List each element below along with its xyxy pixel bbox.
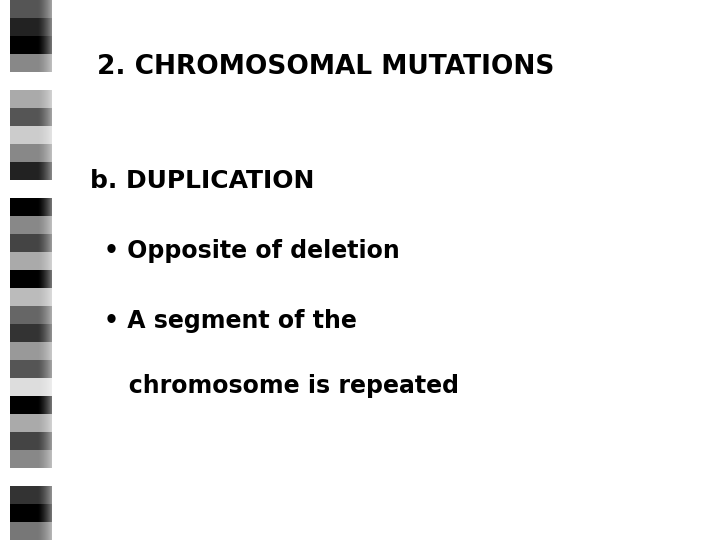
- Bar: [10, 90, 52, 108]
- Bar: [37, 0, 38, 540]
- Bar: [10, 378, 52, 396]
- Text: 2. CHROMOSOMAL MUTATIONS: 2. CHROMOSOMAL MUTATIONS: [97, 55, 554, 80]
- Bar: [10, 162, 52, 180]
- Bar: [50, 0, 51, 540]
- Bar: [10, 360, 52, 378]
- Bar: [42, 0, 43, 540]
- Bar: [10, 36, 52, 54]
- Text: chromosome is repeated: chromosome is repeated: [104, 374, 459, 398]
- Bar: [39, 0, 40, 540]
- Bar: [10, 18, 52, 36]
- Bar: [47, 0, 48, 540]
- Bar: [10, 108, 52, 126]
- Bar: [10, 144, 52, 162]
- Bar: [10, 414, 52, 432]
- Bar: [10, 288, 52, 306]
- Bar: [10, 504, 52, 522]
- Bar: [10, 270, 52, 288]
- Text: • Opposite of deletion: • Opposite of deletion: [104, 239, 400, 263]
- Bar: [51, 0, 52, 540]
- Bar: [45, 0, 46, 540]
- Bar: [10, 180, 52, 198]
- Bar: [10, 252, 52, 270]
- Bar: [10, 324, 52, 342]
- Bar: [49, 0, 50, 540]
- Bar: [10, 342, 52, 360]
- Bar: [10, 72, 52, 90]
- Bar: [46, 0, 47, 540]
- Bar: [43, 0, 44, 540]
- Bar: [10, 522, 52, 540]
- Bar: [10, 0, 52, 18]
- Bar: [10, 198, 52, 216]
- Bar: [10, 450, 52, 468]
- Bar: [40, 0, 41, 540]
- Bar: [10, 468, 52, 486]
- Bar: [10, 306, 52, 324]
- Bar: [10, 396, 52, 414]
- Bar: [10, 432, 52, 450]
- Text: • A segment of the: • A segment of the: [104, 309, 357, 333]
- Bar: [10, 216, 52, 234]
- Bar: [48, 0, 49, 540]
- Bar: [10, 234, 52, 252]
- Bar: [44, 0, 45, 540]
- Bar: [41, 0, 42, 540]
- Bar: [10, 54, 52, 72]
- Bar: [10, 486, 52, 504]
- Text: b. DUPLICATION: b. DUPLICATION: [90, 169, 315, 193]
- Bar: [38, 0, 39, 540]
- Bar: [10, 126, 52, 144]
